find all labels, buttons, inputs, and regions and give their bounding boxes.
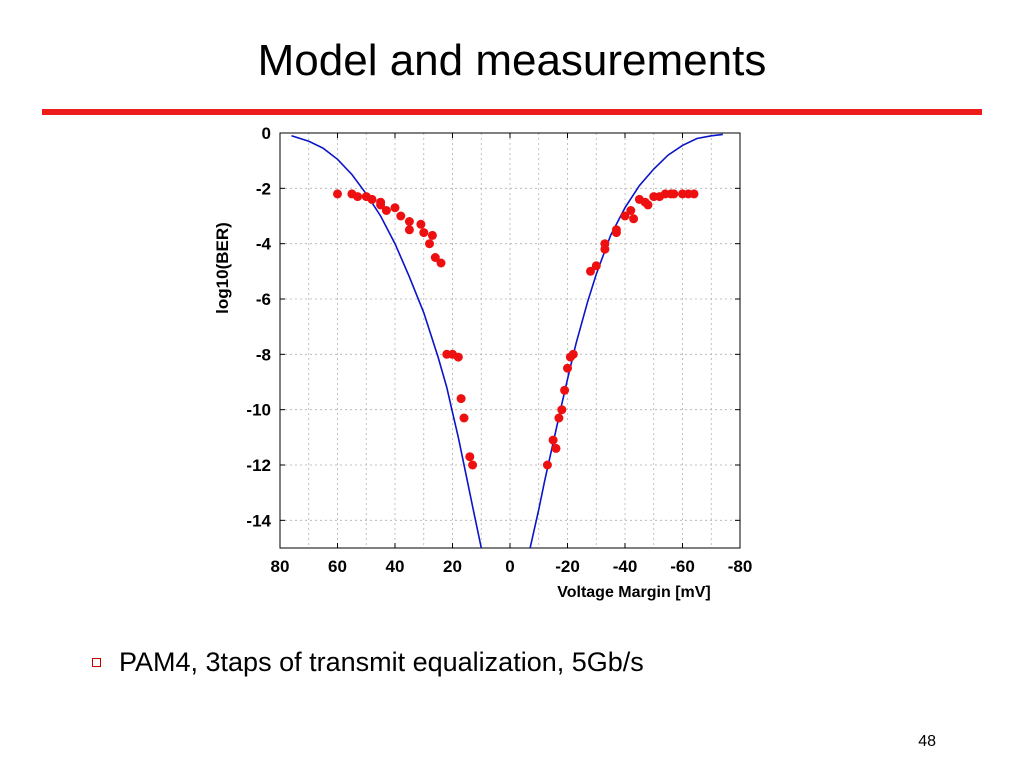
- measurement-point: [381, 206, 391, 215]
- measurement-point: [427, 230, 437, 240]
- measurement-point: [626, 206, 636, 215]
- measurement-point: [551, 443, 561, 453]
- labels-layer: 80 60 40 20 0 -20 -40 -60 -80 0 -2 -4 -6 -8 -10 -12 -14 V…: [213, 124, 752, 601]
- measurement-point: [611, 225, 621, 235]
- measurement-point: [468, 460, 478, 470]
- bullet-row: PAM4, 3taps of transmit equalization, 5G…: [92, 642, 644, 682]
- grid-layer: [279, 132, 741, 548]
- bullet-text: PAM4, 3taps of transmit equalization, 5G…: [119, 646, 644, 677]
- measurement-point: [643, 200, 653, 210]
- y-tick-label: -6: [256, 290, 271, 309]
- measurement-point: [419, 228, 429, 238]
- measurement-point: [353, 192, 363, 202]
- y-tick-label: -12: [246, 456, 271, 475]
- measurement-point: [689, 189, 699, 199]
- model-curve-0: [291, 135, 483, 548]
- measurement-point: [459, 413, 469, 423]
- x-tick-label: -40: [613, 557, 638, 576]
- x-tick-label: 80: [271, 557, 290, 576]
- slide-title: Model and measurements: [257, 36, 767, 85]
- measurement-point: [465, 452, 475, 462]
- measurement-point: [563, 363, 572, 373]
- measurement-point: [557, 405, 567, 415]
- measurement-point: [376, 200, 386, 210]
- x-tick-label: 0: [505, 557, 514, 576]
- y-tick-label: -8: [256, 345, 271, 364]
- measurement-point: [367, 194, 377, 204]
- measurement-point: [416, 219, 426, 229]
- series-layer: [291, 133, 723, 548]
- measurement-point: [430, 253, 440, 262]
- measurement-point: [591, 261, 601, 271]
- measurement-point: [333, 189, 342, 199]
- measurement-point: [390, 203, 400, 213]
- measurement-point: [548, 435, 558, 445]
- measurement-point: [600, 244, 610, 254]
- y-tick-label: -10: [246, 401, 271, 420]
- x-tick-label: 20: [443, 557, 462, 576]
- x-tick-label: 60: [328, 557, 347, 576]
- x-tick-label: -20: [555, 557, 580, 576]
- x-axis-label: Voltage Margin [mV]: [557, 584, 711, 601]
- measurement-point: [542, 460, 552, 470]
- x-tick-label: -80: [728, 557, 753, 576]
- measurement-point: [568, 349, 578, 359]
- measurement-point: [425, 239, 434, 249]
- y-tick-label: -2: [256, 179, 271, 198]
- measurement-point: [436, 258, 446, 268]
- measurement-point: [396, 211, 406, 221]
- measurement-point: [404, 217, 414, 226]
- measurement-point: [404, 225, 414, 235]
- measurement-point: [453, 352, 463, 362]
- y-tick-label: -4: [256, 235, 272, 254]
- y-tick-label: -14: [246, 511, 271, 530]
- x-tick-label: -60: [670, 557, 695, 576]
- title-rule: [42, 109, 982, 115]
- measurement-point: [586, 266, 595, 276]
- measurement-point: [629, 214, 639, 224]
- measurement-point: [560, 385, 570, 395]
- measurement-point: [620, 211, 630, 221]
- measurement-point: [669, 189, 679, 199]
- measurement-point: [456, 394, 466, 404]
- y-tick-label: 0: [262, 124, 271, 143]
- hollow-square-icon: [92, 657, 101, 667]
- ticks-layer: [279, 132, 741, 548]
- page-number: 48: [918, 733, 936, 750]
- x-tick-label: 40: [386, 557, 405, 576]
- y-axis-label: log10(BER): [213, 222, 232, 314]
- measurement-point: [554, 413, 564, 423]
